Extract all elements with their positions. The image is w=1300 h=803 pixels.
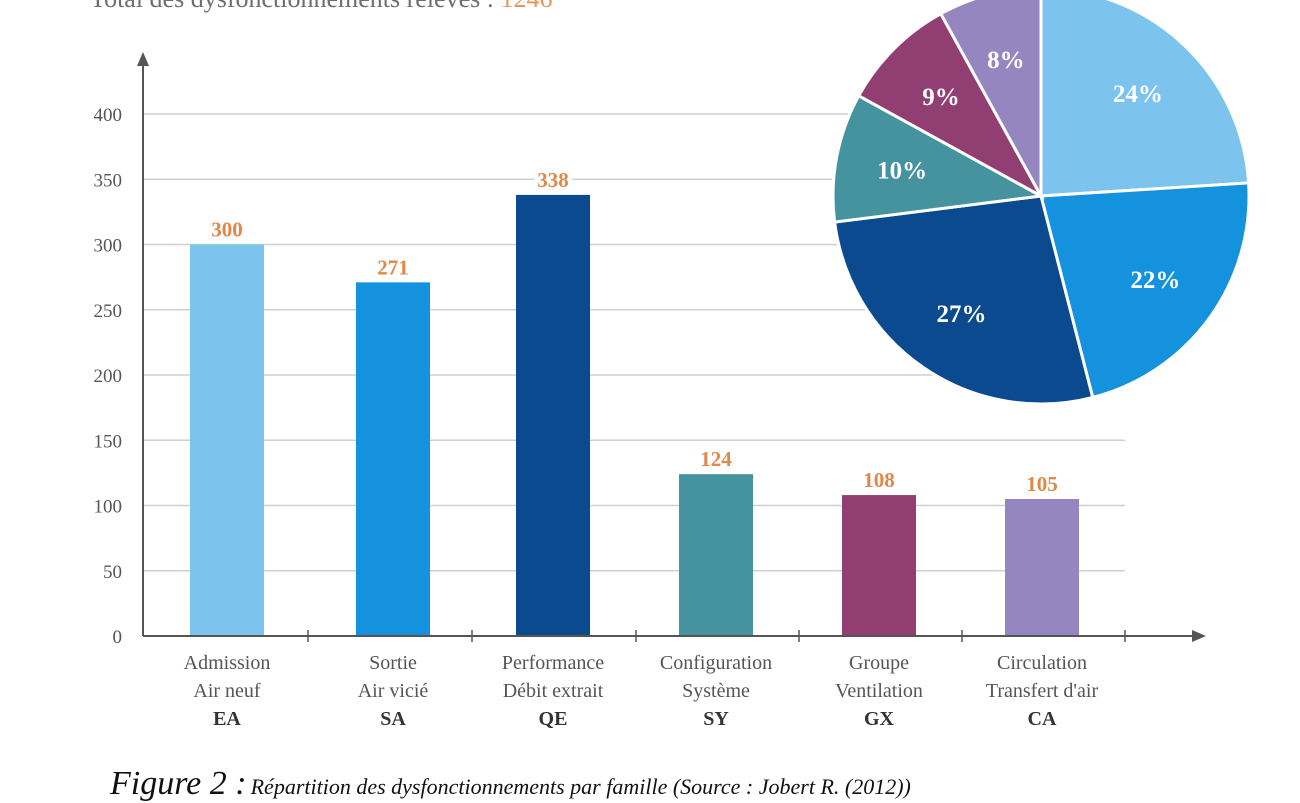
- pie-slice: [1039, 0, 1251, 198]
- category-label: Performance: [502, 652, 604, 674]
- y-tick-label: 100: [94, 497, 123, 518]
- total-label: Total des dysfonctionnements relevés :: [90, 0, 494, 13]
- caption-text: Répartition des dysfonctionnements par f…: [250, 774, 911, 799]
- category-label: Admission: [184, 652, 271, 674]
- pie-slice: [856, 11, 1045, 200]
- category-code: QE: [539, 708, 568, 730]
- category-label: Ventilation: [835, 680, 923, 702]
- bar-value-label: 338: [537, 168, 569, 192]
- pie-slice: [832, 194, 1095, 406]
- bar-value-label: 108: [863, 468, 895, 492]
- bar-value-label: 300: [211, 218, 243, 242]
- y-tick-label: 200: [94, 366, 123, 387]
- category-code: EA: [213, 708, 241, 730]
- category-label: Système: [682, 680, 750, 702]
- category-label: Débit extrait: [503, 680, 604, 702]
- pie-slice-label: 22%: [1130, 267, 1180, 294]
- category-code: SY: [703, 708, 729, 730]
- bar-sy: [679, 474, 753, 636]
- category-label: Configuration: [660, 652, 772, 674]
- y-tick-label: 350: [94, 170, 123, 191]
- bar-sa: [356, 282, 430, 636]
- category-label: Groupe: [849, 652, 909, 674]
- bar-value-label: 271: [377, 255, 409, 279]
- y-axis-arrow: [137, 52, 149, 66]
- category-code: CA: [1028, 708, 1057, 730]
- category-label: Air neuf: [193, 680, 261, 702]
- y-tick-label: 150: [94, 431, 123, 452]
- total-dysfunctions-text: Total des dysfonctionnements relevés : 1…: [90, 0, 552, 14]
- category-label: Air vicié: [358, 680, 429, 702]
- pie-slice-label: 27%: [936, 301, 986, 328]
- bar-ca: [1005, 498, 1079, 636]
- category-label: Circulation: [997, 652, 1087, 674]
- bar-qe: [516, 194, 590, 636]
- axis-labels: 0 50 100 150 200 250 300 350 400 300 271 338 124 108 1…: [94, 105, 1099, 730]
- bars: [190, 194, 1079, 636]
- category-label: Transfert d'air: [986, 680, 1099, 702]
- category-code: SA: [380, 708, 406, 730]
- x-axis-arrow: [1192, 630, 1206, 642]
- figure-caption: Figure 2 : Répartition des dysfonctionne…: [110, 765, 911, 803]
- pie-slice: [938, 0, 1043, 197]
- y-tick-label: 0: [113, 627, 123, 648]
- pie-slice-label: 10%: [877, 157, 927, 184]
- total-value: 1246: [500, 0, 552, 13]
- axes: [137, 52, 1206, 642]
- pie-slice-label: 8%: [987, 47, 1025, 74]
- pie-slice: [1039, 181, 1251, 400]
- bar-value-label: 105: [1026, 472, 1058, 496]
- pie-slice-label: 24%: [1113, 81, 1163, 108]
- pie-slice-label: 9%: [922, 84, 960, 111]
- bar-ea: [190, 244, 264, 636]
- y-tick-label: 50: [103, 562, 122, 583]
- category-code: GX: [864, 708, 895, 730]
- pie-slice: [831, 93, 1046, 224]
- y-tick-label: 250: [94, 301, 123, 322]
- bar-gx: [842, 495, 916, 636]
- caption-prefix: Figure 2 :: [110, 765, 247, 802]
- category-label: Sortie: [369, 652, 417, 674]
- y-tick-label: 300: [94, 236, 123, 257]
- bar-value-label: 124: [700, 447, 732, 471]
- y-tick-label: 400: [94, 105, 123, 126]
- pie-chart: 24% 22% 27% 10% 9% 8%: [831, 0, 1251, 406]
